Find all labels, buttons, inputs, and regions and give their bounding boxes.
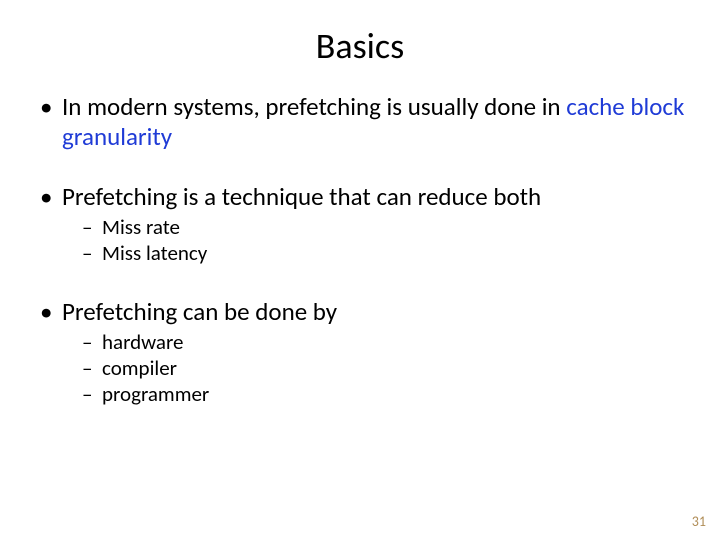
bullet-3-sublist: hardware compiler programmer <box>62 329 690 408</box>
bullet-3-text: Prefetching can be done by <box>62 296 337 327</box>
bullet-2-sublist: Miss rate Miss latency <box>62 214 690 267</box>
bullet-item-3: Prefetching can be done by hardware comp… <box>40 297 690 408</box>
bullet-2-text: Prefetching is a technique that can redu… <box>62 181 541 212</box>
sub-item: Miss rate <box>82 214 690 240</box>
page-number: 31 <box>692 513 706 530</box>
bullet-list: In modern systems, prefetching is usuall… <box>30 92 690 407</box>
bullet-item-2: Prefetching is a technique that can redu… <box>40 182 690 267</box>
sub-item: hardware <box>82 329 690 355</box>
bullet-item-1: In modern systems, prefetching is usuall… <box>40 92 690 152</box>
slide-title: Basics <box>30 24 690 68</box>
sub-item: compiler <box>82 355 690 381</box>
bullet-1-text-pre: In modern systems, prefetching is usuall… <box>62 91 566 122</box>
sub-item: programmer <box>82 381 690 407</box>
sub-item: Miss latency <box>82 240 690 266</box>
